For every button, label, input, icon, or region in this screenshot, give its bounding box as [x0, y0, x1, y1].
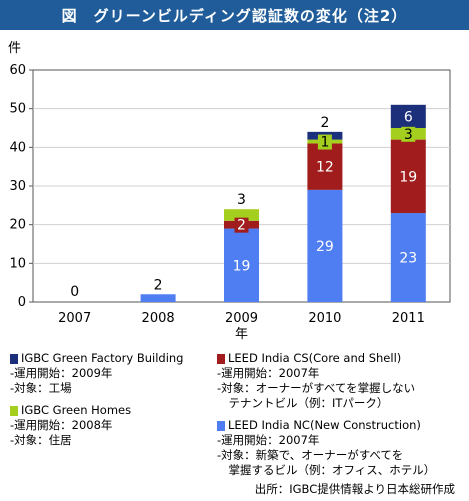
legend-item-nc: LEED India NC(New Construction) -運用開始：20…: [217, 418, 435, 478]
legend-detail-line: -対象：住居: [10, 433, 72, 447]
data-label: 29: [316, 239, 334, 255]
legend-label-cs: LEED India CS(Core and Shell): [228, 351, 402, 365]
y-tick-label: 40: [9, 140, 26, 155]
data-label: 2: [237, 218, 246, 234]
source-note: 出所：IGBC提供情報より日本総研作成: [254, 482, 455, 496]
legend-detail-line: -運用開始：2007年: [217, 433, 320, 447]
legend-label-factory: IGBC Green Factory Building: [21, 351, 184, 365]
bar-nc: [224, 228, 259, 302]
bar-nc: [140, 294, 176, 302]
legend-detail-line: -運用開始：2009年: [10, 366, 113, 380]
data-label: 1: [320, 135, 329, 151]
y-tick-label: 0: [18, 295, 26, 310]
y-tick-label: 30: [9, 179, 26, 194]
x-tick-label: 2009: [225, 311, 258, 326]
bar-chart: 0 10 20 30 40 50 60 件 2007 2008 2009 2010 2011 年 0 2 19 2…: [8, 41, 451, 342]
data-label: 0: [70, 284, 79, 300]
x-tick-label: 2011: [392, 311, 425, 326]
bar-cs: [307, 143, 343, 190]
data-label-bg: [234, 217, 249, 233]
data-label: 2: [154, 277, 163, 293]
legend-item-cs: LEED India CS(Core and Shell) -運用開始：2007…: [217, 351, 415, 411]
data-label-bg: [401, 126, 416, 142]
bar-nc: [390, 213, 426, 302]
x-tick-label: 2008: [142, 311, 175, 326]
data-label-bg: [317, 134, 332, 150]
data-label: 23: [399, 251, 417, 267]
legend-detail-line: -対象：オーナーがすべてを掌握しない: [217, 381, 416, 395]
legend-swatch-homes: [10, 405, 18, 416]
data-label: 19: [399, 169, 417, 185]
legend-swatch-nc: [217, 420, 225, 431]
data-label: 6: [404, 109, 413, 125]
legend-swatch-cs: [217, 353, 225, 364]
legend-detail-line: -対象：新築で、オーナーがすべてを: [217, 448, 404, 462]
data-label: 12: [316, 160, 334, 176]
legend-detail-line: テナントビル（例：ITパーク）: [217, 396, 389, 410]
x-tick-label: 2007: [58, 311, 91, 326]
y-axis-unit: 件: [8, 41, 21, 56]
legend-detail-line: -運用開始：2008年: [10, 418, 113, 432]
legend-item-homes: IGBC Green Homes -運用開始：2008年 -対象：住居: [10, 403, 131, 448]
bar-homes: [224, 209, 259, 221]
x-tick-label: 2010: [308, 311, 341, 326]
legend-detail-line: 掌握するビル（例：オフィス、ホテル）: [217, 463, 436, 477]
bar-cs: [390, 139, 426, 214]
y-tick-label: 20: [9, 218, 26, 233]
data-label: 3: [404, 127, 413, 143]
data-label: 19: [233, 258, 251, 274]
y-tick-label: 50: [9, 102, 26, 117]
bar-factory: [390, 104, 426, 128]
legend-label-homes: IGBC Green Homes: [21, 403, 132, 417]
legend-detail-line: -対象：工場: [10, 381, 72, 395]
legend-label-nc: LEED India NC(New Construction): [228, 418, 421, 432]
y-tick-label: 10: [9, 256, 26, 271]
data-label: 2: [320, 115, 329, 131]
x-axis-label: 年: [235, 327, 248, 342]
chart-title: 図 グリーンビルディング認証数の変化（注2）: [0, 0, 469, 30]
legend-item-factory: IGBC Green Factory Building -運用開始：2009年 …: [10, 351, 183, 396]
data-label: 3: [237, 192, 246, 208]
y-tick-label: 60: [9, 63, 26, 78]
legend-swatch-factory: [10, 353, 18, 364]
legend-detail-line: -運用開始：2007年: [217, 366, 320, 380]
bar-nc: [307, 189, 343, 302]
